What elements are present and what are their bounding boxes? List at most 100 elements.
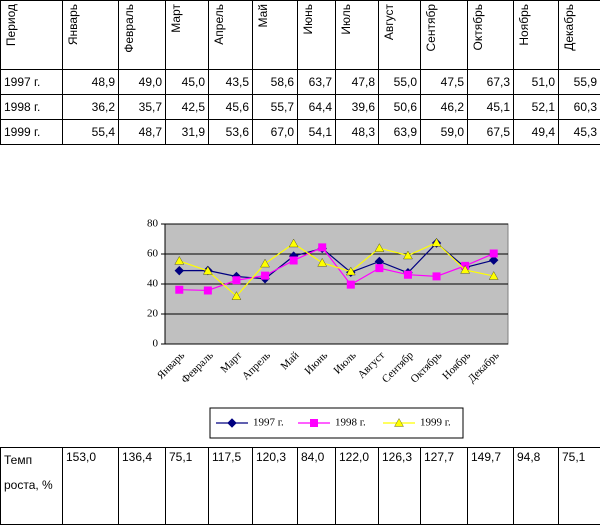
x-tick-label: Октябрь bbox=[408, 349, 444, 385]
point-marker bbox=[403, 270, 412, 279]
cell: 120,3 bbox=[252, 447, 298, 525]
cell: 47,5 bbox=[420, 69, 468, 95]
cell: 1997 г. bbox=[0, 69, 63, 95]
cell: 1999 г. bbox=[0, 119, 63, 145]
cell: 46,2 bbox=[420, 94, 468, 120]
cell: 48,9 bbox=[62, 69, 119, 95]
header-text: Сентябр bbox=[424, 4, 438, 52]
header-text: Июнь bbox=[301, 4, 315, 35]
point-marker bbox=[260, 258, 270, 268]
header-cell: Период bbox=[0, 0, 63, 70]
point-marker bbox=[232, 276, 241, 285]
cell: 67,0 bbox=[252, 119, 298, 145]
growth-row: Темп роста, % 153,0 136,4 75,1 117,5 120,3 84,… bbox=[0, 447, 600, 525]
point-marker bbox=[375, 264, 384, 273]
point-marker bbox=[489, 249, 498, 258]
header-text: Август bbox=[382, 4, 396, 41]
y-tick-label: 60 bbox=[147, 248, 159, 260]
header-cell: Март bbox=[165, 0, 209, 70]
x-tick-label: Март bbox=[218, 349, 244, 375]
legend-marker bbox=[227, 418, 237, 428]
header-text: Ноябрь bbox=[517, 4, 531, 46]
header-cell: Август bbox=[378, 0, 421, 70]
legend-marker bbox=[394, 418, 404, 427]
cell: 59,0 bbox=[420, 119, 468, 145]
y-tick-label: 40 bbox=[147, 278, 159, 290]
cell: 48,3 bbox=[335, 119, 379, 145]
header-text: Апрель bbox=[212, 4, 226, 45]
header-text: Декабрь bbox=[562, 4, 576, 51]
header-cell: Июль bbox=[335, 0, 379, 70]
cell: 63,7 bbox=[297, 69, 336, 95]
point-marker bbox=[431, 237, 442, 247]
cell: 45,1 bbox=[467, 94, 514, 120]
cell: 45,0 bbox=[165, 69, 209, 95]
cell: 45,6 bbox=[208, 94, 253, 120]
point-marker bbox=[488, 271, 499, 280]
cell: 67,5 bbox=[467, 119, 514, 145]
header-text: Период bbox=[4, 4, 18, 47]
x-tick-label: Декабрь bbox=[466, 349, 502, 385]
cell: 52,1 bbox=[513, 94, 559, 120]
point-marker bbox=[432, 272, 441, 281]
cell: 153,0 bbox=[62, 447, 119, 525]
cell: 31,9 bbox=[165, 119, 209, 145]
cell: 53,6 bbox=[208, 119, 253, 145]
point-marker bbox=[374, 243, 385, 252]
cell: 55,4 bbox=[62, 119, 119, 145]
cell: 127,7 bbox=[420, 447, 468, 525]
header-text: Май bbox=[256, 4, 270, 28]
header-text: Октябрь bbox=[471, 4, 485, 51]
cell: 75,1 bbox=[558, 447, 600, 525]
data-row: 1999 г. 55,4 48,7 31,9 53,6 67,0 54,1 48,3 63,9 5… bbox=[0, 119, 600, 145]
point-marker bbox=[403, 250, 413, 260]
header-cell: Сентябр bbox=[420, 0, 468, 70]
cell: 60,3 bbox=[558, 94, 600, 120]
cell: 122,0 bbox=[335, 447, 379, 525]
cell: 51,0 bbox=[513, 69, 559, 95]
header-cell: Июнь bbox=[297, 0, 336, 70]
header-cell: Февраль bbox=[118, 0, 166, 70]
cell: 55,9 bbox=[558, 69, 600, 95]
point-marker bbox=[231, 291, 242, 300]
point-marker bbox=[460, 265, 470, 274]
cell: 42,5 bbox=[165, 94, 209, 120]
series-line bbox=[179, 246, 494, 292]
cell: 117,5 bbox=[208, 447, 253, 525]
cell: 45,3 bbox=[558, 119, 600, 145]
header-text: Январь bbox=[66, 4, 80, 46]
point-marker bbox=[346, 280, 355, 289]
cell: 50,6 bbox=[378, 94, 421, 120]
x-tick-label: Февраль bbox=[179, 349, 216, 386]
cell: 49,4 bbox=[513, 119, 559, 145]
legend-label: 1999 г. bbox=[420, 417, 451, 429]
point-marker bbox=[261, 271, 270, 280]
header-row: Период Январь Февраль Март Апрель Май Июнь Июль… bbox=[0, 0, 600, 70]
cell: 149,7 bbox=[467, 447, 514, 525]
cell: 126,3 bbox=[378, 447, 421, 525]
header-text: Февраль bbox=[122, 4, 136, 53]
x-tick-label: Май bbox=[279, 349, 302, 372]
growth-label: Темп роста, % bbox=[0, 447, 63, 525]
cell: 67,3 bbox=[467, 69, 514, 95]
cell: 49,0 bbox=[118, 69, 166, 95]
cell: 48,7 bbox=[118, 119, 166, 145]
point-marker bbox=[203, 266, 213, 275]
point-marker bbox=[346, 266, 356, 276]
cell: 94,8 bbox=[513, 447, 559, 525]
header-cell: Декабрь bbox=[558, 0, 600, 70]
legend-box bbox=[209, 407, 464, 439]
y-tick-label: 20 bbox=[147, 308, 159, 320]
data-row: 1998 г. 36,2 35,7 42,5 45,6 55,7 64,4 39,6 50,6 4… bbox=[0, 94, 600, 120]
x-tick-label: Апрель bbox=[240, 349, 273, 382]
cell: 58,6 bbox=[252, 69, 298, 95]
cell: 47,8 bbox=[335, 69, 379, 95]
cell: 35,7 bbox=[118, 94, 166, 120]
point-marker bbox=[203, 286, 212, 295]
point-marker bbox=[489, 255, 499, 265]
cell: 54,1 bbox=[297, 119, 336, 145]
header-cell: Октябрь bbox=[467, 0, 514, 70]
point-marker bbox=[175, 285, 184, 294]
